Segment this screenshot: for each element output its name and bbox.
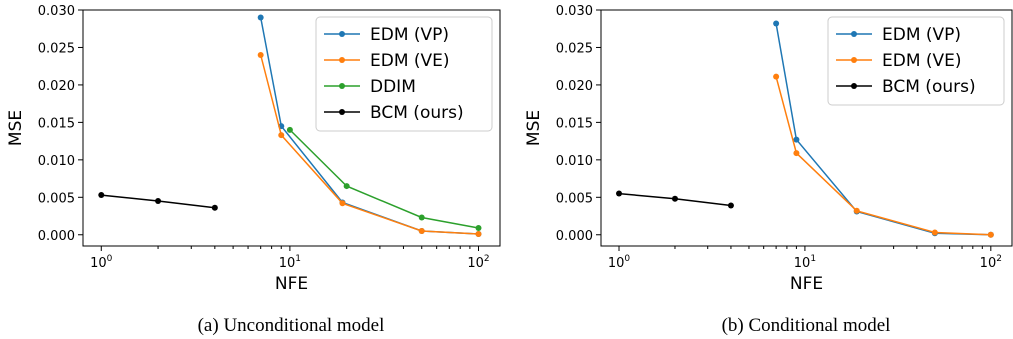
data-point	[343, 183, 350, 190]
data-point	[727, 202, 734, 209]
legend-label: EDM (VE)	[882, 51, 962, 71]
series-bcm-ours	[98, 192, 218, 211]
x-axis-label: NFE	[275, 274, 308, 294]
x-tick-label: 100	[608, 254, 631, 271]
y-tick-label: 0.025	[556, 41, 593, 56]
legend-entry: EDM (VE)	[836, 51, 962, 71]
data-point	[339, 200, 346, 207]
data-point	[286, 126, 293, 133]
y-tick-label: 0.015	[556, 116, 593, 131]
legend-label: EDM (VP)	[882, 25, 961, 45]
data-point	[931, 229, 938, 236]
chart-panel-1: 0.000 0.005 0.010 0.015 0.020 0.025 0.030 100 10…	[6, 4, 501, 336]
y-tick-label: 0.010	[556, 154, 593, 169]
data-point	[793, 136, 800, 143]
x-tick-label: 100	[90, 254, 113, 271]
data-point	[616, 190, 623, 197]
y-axis-label: MSE	[524, 110, 544, 146]
y-tick-label: 0.020	[38, 79, 75, 94]
y-tick-label: 0.030	[38, 4, 75, 19]
data-point	[278, 132, 285, 139]
y-tick-label: 0.030	[556, 4, 593, 19]
legend: EDM (VP) EDM (VE) DDIM BCM (ours)	[315, 16, 493, 132]
x-tick-label: 102	[467, 254, 489, 271]
data-point	[793, 150, 800, 157]
legend-marker	[339, 57, 345, 63]
legend-entry: DDIM	[324, 77, 416, 97]
legend-marker	[851, 83, 857, 89]
figure-caption: (b) Conditional model	[722, 315, 891, 336]
legend-label: EDM (VE)	[370, 51, 450, 71]
x-tick-label: 102	[980, 254, 1002, 271]
data-point	[211, 204, 218, 211]
legend-marker	[339, 31, 345, 37]
y-tick-label: 0.000	[38, 229, 75, 244]
x-tick-label: 101	[279, 254, 301, 271]
y-tick-label: 0.005	[38, 191, 75, 206]
axes-frame	[600, 9, 1013, 247]
data-point	[773, 73, 780, 80]
legend-label: EDM (VP)	[370, 25, 449, 45]
y-tick-label: 0.000	[556, 229, 593, 244]
series-edm-ve	[773, 73, 994, 238]
legend-entry: EDM (VE)	[324, 51, 450, 71]
legend-entry: EDM (VP)	[836, 25, 961, 45]
chart-panel-2: 0.000 0.005 0.010 0.015 0.020 0.025 0.030 100 10…	[524, 4, 1013, 336]
legend-label: DDIM	[370, 77, 416, 97]
data-point	[418, 228, 425, 235]
legend-label: BCM (ours)	[370, 103, 464, 123]
series-ddim	[286, 126, 482, 232]
series-line	[289, 129, 479, 229]
data-point	[475, 231, 482, 238]
data-point	[257, 51, 264, 58]
legend-box	[827, 16, 1005, 106]
legend-marker	[339, 109, 345, 115]
legend-marker	[851, 31, 857, 37]
y-tick-label: 0.010	[38, 154, 75, 169]
data-point	[257, 14, 264, 21]
data-point	[853, 207, 860, 214]
legend-box	[315, 16, 493, 132]
data-point	[98, 192, 105, 199]
data-point	[773, 20, 780, 27]
axes-frame	[82, 9, 501, 247]
legend-marker	[339, 83, 345, 89]
y-tick-label: 0.015	[38, 116, 75, 131]
figure-caption: (a) Unconditional model	[198, 315, 385, 336]
legend-entry: EDM (VP)	[324, 25, 449, 45]
legend-label: BCM (ours)	[882, 77, 976, 97]
series-bcm-ours	[616, 190, 734, 209]
y-tick-label: 0.025	[38, 41, 75, 56]
y-tick-label: 0.020	[556, 79, 593, 94]
data-point	[418, 214, 425, 221]
legend-marker	[851, 57, 857, 63]
x-tick-label: 101	[794, 254, 816, 271]
legend-entry: BCM (ours)	[324, 103, 464, 123]
legend: EDM (VP) EDM (VE) BCM (ours)	[827, 16, 1005, 106]
y-axis-label: MSE	[6, 110, 26, 146]
y-tick-label: 0.005	[556, 191, 593, 206]
data-point	[475, 225, 482, 232]
data-point	[671, 195, 678, 202]
data-point	[987, 231, 994, 238]
data-point	[155, 198, 162, 205]
series-edm-ve	[257, 51, 482, 238]
x-axis-label: NFE	[790, 274, 823, 294]
legend-entry: BCM (ours)	[836, 77, 976, 97]
